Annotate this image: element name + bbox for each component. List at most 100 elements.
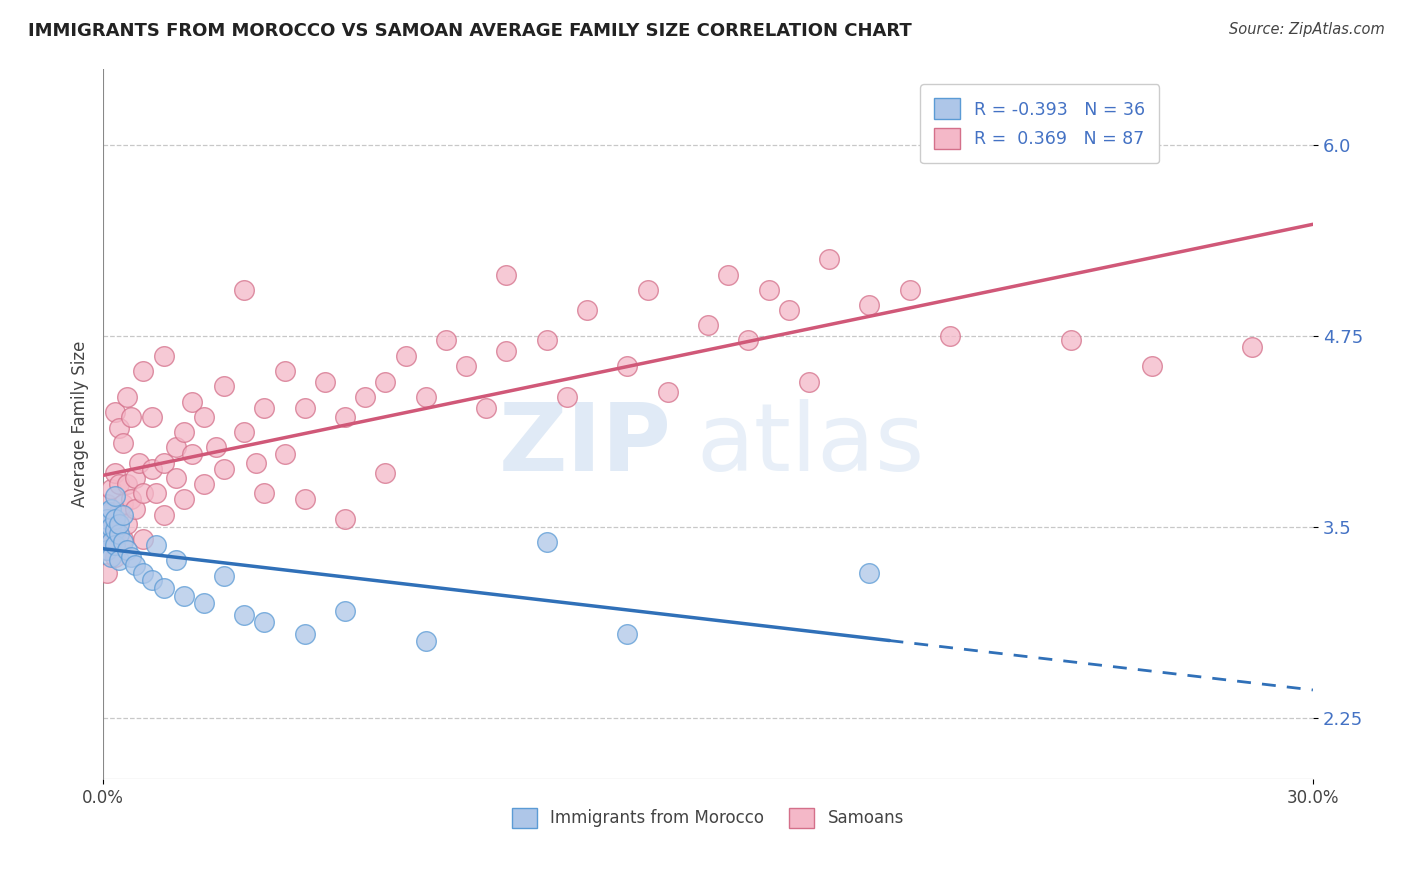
Point — [173, 492, 195, 507]
Point — [205, 441, 228, 455]
Point — [758, 283, 780, 297]
Point — [778, 302, 800, 317]
Point — [132, 364, 155, 378]
Point — [132, 486, 155, 500]
Point — [96, 527, 118, 541]
Point — [132, 566, 155, 580]
Point — [394, 349, 416, 363]
Point — [939, 329, 962, 343]
Point — [152, 581, 174, 595]
Point — [495, 344, 517, 359]
Point — [104, 405, 127, 419]
Point — [108, 420, 131, 434]
Point — [1241, 340, 1264, 354]
Point — [108, 477, 131, 491]
Point — [180, 394, 202, 409]
Point — [495, 268, 517, 282]
Point — [165, 553, 187, 567]
Point — [1060, 334, 1083, 348]
Point — [112, 535, 135, 549]
Text: ZIP: ZIP — [499, 399, 672, 491]
Point — [104, 489, 127, 503]
Point — [108, 516, 131, 531]
Point — [294, 627, 316, 641]
Point — [104, 527, 127, 541]
Point — [152, 349, 174, 363]
Point — [253, 615, 276, 629]
Point — [858, 298, 880, 312]
Text: IMMIGRANTS FROM MOROCCO VS SAMOAN AVERAGE FAMILY SIZE CORRELATION CHART: IMMIGRANTS FROM MOROCCO VS SAMOAN AVERAG… — [28, 22, 912, 40]
Point — [212, 462, 235, 476]
Point — [104, 523, 127, 537]
Point — [374, 375, 396, 389]
Point — [415, 390, 437, 404]
Point — [165, 441, 187, 455]
Point — [1140, 359, 1163, 374]
Point — [717, 268, 740, 282]
Point — [152, 508, 174, 522]
Point — [120, 409, 142, 424]
Point — [100, 482, 122, 496]
Point — [333, 604, 356, 618]
Point — [112, 508, 135, 522]
Point — [124, 501, 146, 516]
Point — [233, 608, 256, 623]
Point — [100, 550, 122, 565]
Point — [536, 535, 558, 549]
Point — [555, 390, 578, 404]
Point — [576, 302, 599, 317]
Point — [100, 505, 122, 519]
Point — [818, 252, 841, 267]
Point — [108, 505, 131, 519]
Point — [193, 409, 215, 424]
Point — [128, 456, 150, 470]
Point — [294, 492, 316, 507]
Point — [415, 634, 437, 648]
Point — [697, 318, 720, 333]
Point — [245, 456, 267, 470]
Point — [253, 401, 276, 415]
Point — [108, 553, 131, 567]
Point — [273, 446, 295, 460]
Point — [145, 538, 167, 552]
Point — [112, 532, 135, 546]
Point — [145, 486, 167, 500]
Point — [100, 501, 122, 516]
Point — [108, 527, 131, 541]
Point — [165, 471, 187, 485]
Point — [333, 512, 356, 526]
Point — [141, 574, 163, 588]
Point — [173, 425, 195, 439]
Point — [193, 477, 215, 491]
Point — [96, 566, 118, 580]
Point — [96, 520, 118, 534]
Point — [454, 359, 477, 374]
Point — [314, 375, 336, 389]
Point — [117, 477, 139, 491]
Point — [737, 334, 759, 348]
Point — [294, 401, 316, 415]
Point — [141, 462, 163, 476]
Point — [797, 375, 820, 389]
Point — [152, 456, 174, 470]
Point — [173, 589, 195, 603]
Text: atlas: atlas — [696, 399, 924, 491]
Point — [117, 516, 139, 531]
Point — [536, 334, 558, 348]
Point — [100, 535, 122, 549]
Point — [858, 566, 880, 580]
Point — [374, 467, 396, 481]
Point — [616, 627, 638, 641]
Point — [333, 409, 356, 424]
Point — [124, 471, 146, 485]
Point — [100, 535, 122, 549]
Point — [132, 532, 155, 546]
Point — [104, 538, 127, 552]
Point — [96, 497, 118, 511]
Point — [100, 520, 122, 534]
Point — [273, 364, 295, 378]
Point — [96, 542, 118, 557]
Point — [475, 401, 498, 415]
Point — [233, 283, 256, 297]
Text: Source: ZipAtlas.com: Source: ZipAtlas.com — [1229, 22, 1385, 37]
